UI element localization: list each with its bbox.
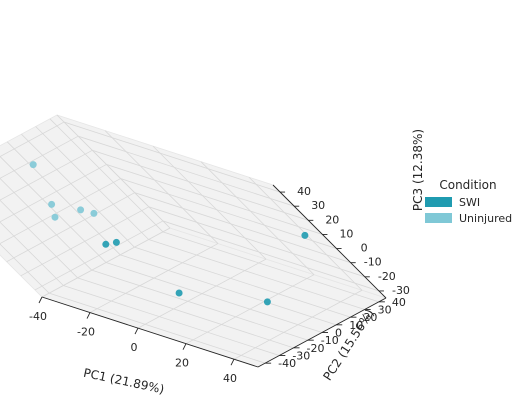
z-tick-label: -30	[392, 284, 410, 297]
gridline-z-back	[120, 178, 337, 249]
z-tick-label: 0	[361, 242, 368, 255]
x-tick	[134, 327, 139, 335]
legend-title: Condition	[439, 178, 496, 192]
gridline-z-back	[78, 135, 295, 207]
point-uninjured	[51, 213, 59, 221]
gridline-z-left	[0, 164, 107, 223]
x-tick	[86, 312, 91, 319]
gridline-z-left	[34, 220, 164, 291]
gridline-z-back	[148, 206, 365, 278]
x-tick	[230, 359, 235, 366]
y-tick-label: 20	[363, 311, 377, 324]
gridline-z-left	[0, 121, 65, 158]
x-tick-label: -20	[77, 326, 95, 339]
gridline-z-left	[0, 178, 121, 245]
legend-label-swi: SWI	[459, 196, 480, 209]
tick-labels: -40-2002040-40-30-20-10010203040-30-20-1…	[29, 185, 410, 385]
gridline-x-back	[200, 161, 315, 275]
gridline-y-left	[6, 141, 121, 256]
gridline-y-floor	[105, 262, 323, 333]
z-tick-label: -10	[364, 256, 382, 269]
gridline-y-left	[0, 177, 93, 271]
gridline-z-back	[162, 220, 380, 292]
gridline-y-floor	[162, 231, 380, 303]
z-tick-label: 40	[297, 185, 311, 198]
x-tick	[182, 343, 187, 350]
gridline-y-left	[0, 243, 50, 294]
point-swi	[102, 240, 110, 248]
y-tick-label: 40	[392, 296, 406, 309]
gridlines	[0, 114, 380, 364]
x-tick-label: 20	[175, 357, 189, 370]
point-swi	[263, 298, 271, 306]
gridline-y-floor	[120, 254, 337, 326]
legend-swatch-uninjured	[425, 213, 452, 223]
y-tick-label: 0	[335, 327, 342, 340]
y-tick-label: -20	[307, 342, 325, 355]
data-points	[29, 161, 309, 306]
y-tick-label: 10	[349, 319, 363, 332]
gridline-y-floor	[148, 239, 365, 310]
y-tick-label: -40	[278, 357, 296, 370]
x-axis-label: PC1 (21.89%)	[82, 366, 165, 397]
point-uninjured	[77, 206, 85, 214]
point-uninjured	[48, 200, 56, 208]
z-axis-line	[272, 184, 387, 299]
point-swi	[175, 289, 183, 297]
x-tick	[38, 296, 43, 304]
gridline-y-left	[35, 126, 149, 240]
z-tick-label: 30	[311, 199, 325, 212]
gridline-z-left	[6, 192, 135, 263]
gridline-y-floor	[63, 285, 280, 356]
z-tick-label: -20	[378, 270, 396, 283]
gridline-z-back	[92, 149, 309, 221]
tick-marks	[38, 191, 385, 366]
gridline-y-floor	[91, 269, 308, 341]
x-tick-label: 40	[223, 372, 237, 385]
y-tick-label: 30	[378, 304, 392, 317]
gridline-x-back	[152, 145, 267, 260]
point-swi	[301, 231, 309, 239]
y-tick-label: -10	[321, 334, 339, 347]
gridline-x-back	[56, 114, 171, 229]
gridline-y-left	[49, 118, 164, 233]
point-uninjured	[29, 161, 37, 169]
gridline-y-floor	[48, 292, 266, 364]
gridline-z-left	[20, 206, 150, 277]
gridline-y-left	[0, 199, 78, 279]
gridline-x-back	[104, 130, 219, 244]
y-tick-label: -30	[292, 350, 310, 363]
x-tick-label: -40	[29, 310, 47, 323]
x-axis-line	[41, 296, 259, 368]
gridline-z-left	[0, 135, 79, 179]
gridline-z-left	[0, 149, 93, 201]
z-axis-label: PC3 (12.38%)	[411, 129, 425, 211]
z-tick-label: 10	[339, 227, 353, 240]
point-uninjured	[90, 209, 98, 217]
z-tick-label: 20	[325, 213, 339, 226]
gridline-y-left	[0, 221, 64, 286]
gridline-z-back	[106, 164, 323, 235]
gridline-z-back	[134, 192, 351, 264]
gridline-y-floor	[134, 246, 351, 318]
gridline-z-back	[63, 121, 281, 193]
legend-label-uninjured: Uninjured	[459, 212, 512, 225]
legend: Condition SWI Uninjured	[425, 178, 512, 225]
legend-swatch-swi	[425, 197, 452, 207]
gridline-y-left	[21, 133, 135, 248]
x-tick-label: 0	[131, 341, 138, 354]
point-swi	[112, 238, 120, 246]
gridline-y-floor	[77, 277, 294, 349]
